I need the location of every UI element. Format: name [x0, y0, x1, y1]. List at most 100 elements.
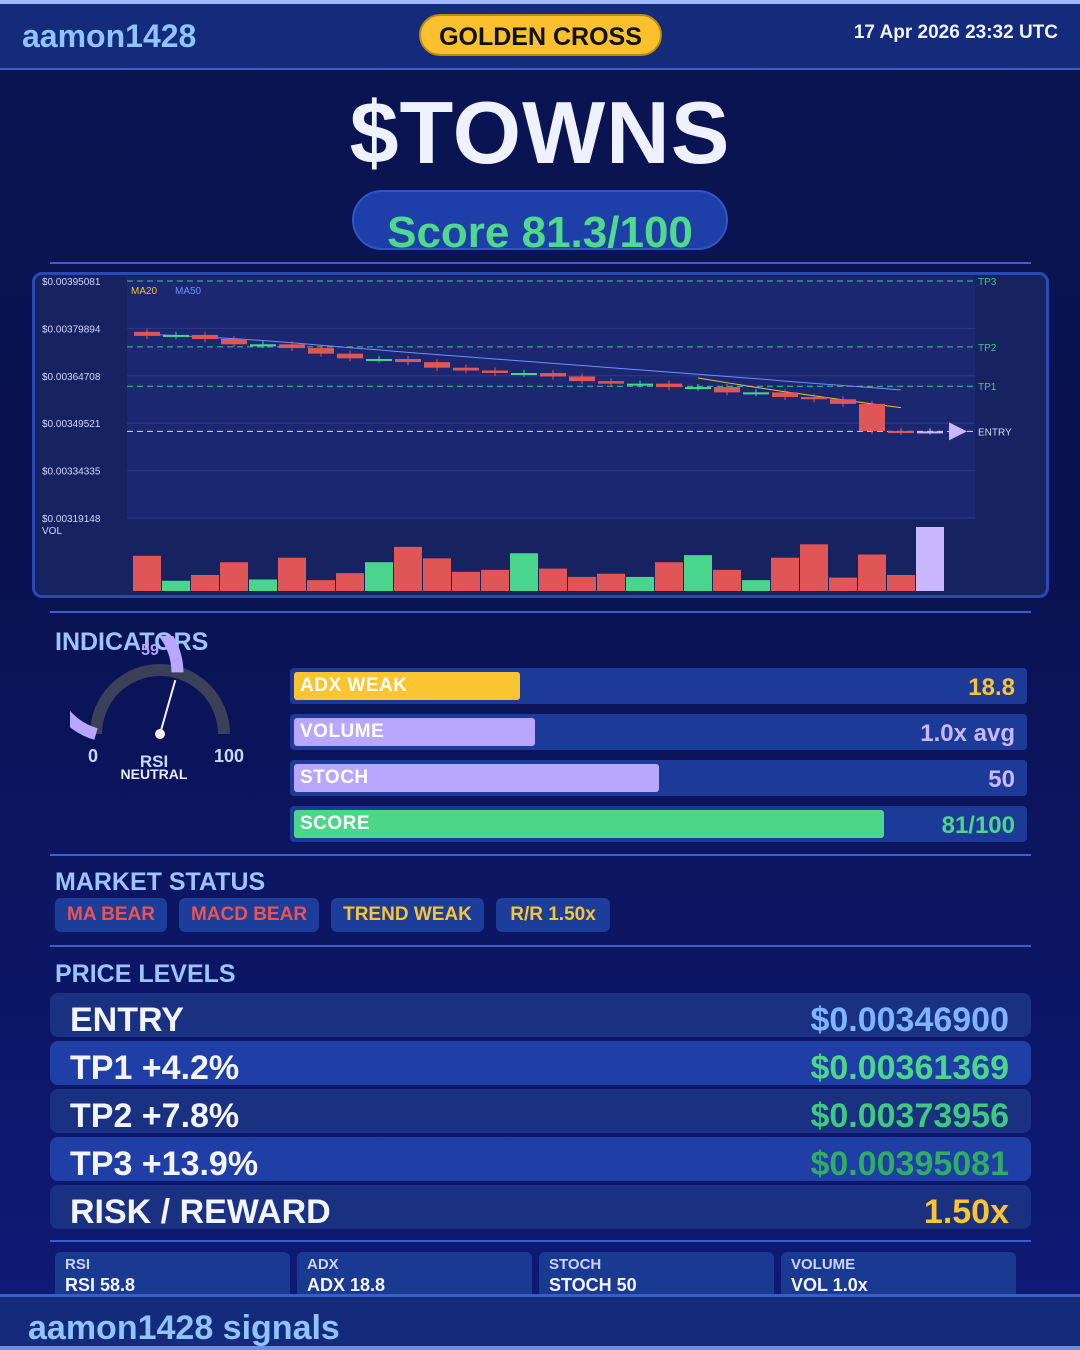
bar-fill — [294, 672, 520, 700]
ticker-symbol: $TOWNS — [349, 83, 731, 182]
gauge-status: NEUTRAL — [120, 766, 188, 782]
volume-bar — [771, 557, 799, 591]
bar-fill — [294, 810, 884, 838]
bar-fill — [294, 718, 535, 746]
stat-card-stoch: STOCH STOCH 50 — [539, 1252, 774, 1302]
bar-value: 1.0x avg — [920, 720, 1015, 747]
bar-value: 50 — [988, 766, 1015, 793]
level-line-label: TP3 — [978, 277, 997, 288]
price-tick-label: $0.00349521 — [42, 419, 101, 430]
volume-bar — [452, 571, 480, 591]
stat-key: STOCH — [549, 1256, 602, 1273]
candle-body — [830, 399, 856, 404]
candle-body — [453, 367, 479, 371]
volume-bar — [191, 575, 219, 591]
plot-area — [127, 277, 975, 519]
header-bar: aamon1428 GOLDEN CROSS 17 Apr 2026 23:32… — [0, 4, 1080, 70]
level-value: $0.00346900 — [810, 1001, 1009, 1039]
candle-body — [134, 331, 160, 336]
price-chart: $0.00395081 $0.00379894 $0.00364708 $0.0034… — [32, 272, 1049, 598]
level-label: ENTRY — [70, 1001, 184, 1039]
volume-bar — [162, 580, 190, 591]
candle-body — [337, 353, 363, 359]
gauge-value: 59 — [141, 642, 159, 659]
stat-key: RSI — [65, 1256, 91, 1273]
top-accent-line — [0, 0, 1080, 4]
volume-bar — [307, 580, 335, 591]
entry-arrow-icon — [949, 422, 967, 441]
level-row-entry: ENTRY $0.00346900 — [50, 993, 1031, 1039]
gauge-min: 0 — [88, 746, 99, 766]
volume-axis-label: VOL — [42, 526, 62, 537]
volume-bar — [655, 562, 683, 591]
bar-label: VOLUME — [300, 721, 385, 742]
indicator-bar-score: SCORE 81/100 — [290, 806, 1027, 842]
indicator-bar-stoch: STOCH 50 — [290, 760, 1027, 796]
stat-value: RSI 58.8 — [65, 1275, 136, 1295]
volume-bar — [713, 569, 741, 591]
legend-item: MA50 — [175, 286, 202, 297]
stat-key: VOLUME — [791, 1256, 856, 1273]
gauge-track — [90, 664, 230, 735]
footer-brand: aamon1428 signals — [28, 1309, 340, 1347]
gauge-needle — [159, 679, 177, 735]
candle-body — [859, 403, 885, 432]
indicator-bar-volume: VOLUME 1.0x avg — [290, 714, 1027, 750]
price-tick-label: $0.00395081 — [42, 277, 101, 288]
volume-bar — [394, 546, 422, 591]
ma50-line — [146, 333, 902, 391]
candle-body — [656, 383, 682, 388]
candle-body — [424, 362, 450, 368]
bar-label: SCORE — [300, 813, 371, 834]
gauge-max: 100 — [214, 746, 245, 766]
stat-card-adx: ADX ADX 18.8 — [297, 1252, 532, 1302]
bar-value: 81/100 — [941, 812, 1015, 839]
candle-body — [308, 348, 334, 354]
level-line-label: TP1 — [978, 382, 997, 393]
divider — [50, 611, 1031, 613]
candle-body — [743, 392, 769, 395]
candle-body — [511, 373, 537, 376]
volume-bar — [568, 576, 596, 591]
candle-body — [250, 344, 276, 347]
candle-body — [279, 344, 305, 349]
level-label: RISK / REWARD — [70, 1193, 331, 1231]
volume-bar — [249, 579, 277, 591]
volume-bar — [684, 555, 712, 591]
volume-bar — [829, 577, 857, 591]
gauge-name: RSI — [139, 752, 169, 771]
level-label: TP2 +7.8% — [70, 1097, 240, 1135]
candle-body — [163, 334, 189, 337]
price-tick-label: $0.00334335 — [42, 467, 101, 478]
divider — [50, 854, 1031, 856]
status-chip-rr: R/R 1.50x — [496, 898, 610, 932]
stat-value: ADX 18.8 — [307, 1275, 386, 1295]
volume-bar — [916, 527, 944, 591]
level-label: TP1 +4.2% — [70, 1049, 240, 1087]
candle-body — [192, 334, 218, 339]
timestamp: 17 Apr 2026 23:32 UTC — [853, 22, 1058, 43]
price-tick-label: $0.00364708 — [42, 372, 101, 383]
candle-body — [627, 383, 653, 386]
candle-body — [366, 358, 392, 361]
status-chip-macd: MACD BEAR — [179, 898, 319, 932]
legend-item: MA20 — [131, 286, 158, 297]
gauge-arc — [70, 636, 230, 740]
level-line-label: TP2 — [978, 343, 997, 354]
volume-bar — [423, 558, 451, 591]
score-pill: Score 81.3/100 — [352, 190, 728, 250]
volume-bar — [336, 573, 364, 591]
status-chip-ma: MA BEAR — [55, 898, 167, 932]
volume-bar — [133, 555, 161, 591]
chart-canvas: $0.00395081 $0.00379894 $0.00364708 $0.0034… — [42, 277, 1012, 591]
ma20-line — [697, 377, 902, 409]
stat-value: STOCH 50 — [549, 1275, 637, 1295]
level-value: $0.00395081 — [810, 1145, 1009, 1183]
divider — [50, 1240, 1031, 1242]
candle-body — [801, 397, 827, 400]
candle-body — [482, 370, 508, 374]
status-chip-trend: TREND WEAK — [331, 898, 484, 932]
price-tick-label: $0.00379894 — [42, 324, 101, 335]
level-value: $0.00373956 — [810, 1097, 1009, 1135]
level-row-tp1: TP1 +4.2% $0.00361369 — [50, 1041, 1031, 1087]
